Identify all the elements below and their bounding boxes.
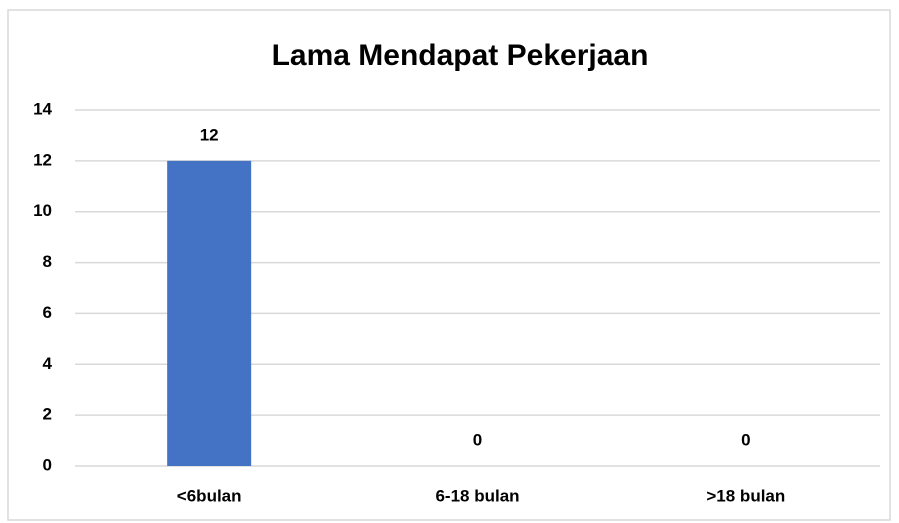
chart-border xyxy=(7,9,891,521)
y-tick-label: 0 xyxy=(43,455,52,474)
y-tick-label: 10 xyxy=(33,201,52,220)
x-tick-label: <6bulan xyxy=(177,486,242,505)
data-label: 12 xyxy=(200,125,219,144)
bar xyxy=(167,160,252,466)
chart-title: Lama Mendapat Pekerjaan xyxy=(272,39,649,72)
y-tick-label: 12 xyxy=(33,150,52,169)
y-tick-label: 2 xyxy=(43,405,52,424)
data-label: 0 xyxy=(473,430,482,449)
y-tick-label: 14 xyxy=(33,99,52,118)
data-label: 0 xyxy=(741,430,750,449)
x-tick-label: 6-18 bulan xyxy=(435,486,519,505)
y-tick-label: 4 xyxy=(43,354,53,373)
y-tick-label: 8 xyxy=(43,252,52,271)
x-tick-label: >18 bulan xyxy=(706,486,785,505)
y-tick-label: 6 xyxy=(43,303,52,322)
